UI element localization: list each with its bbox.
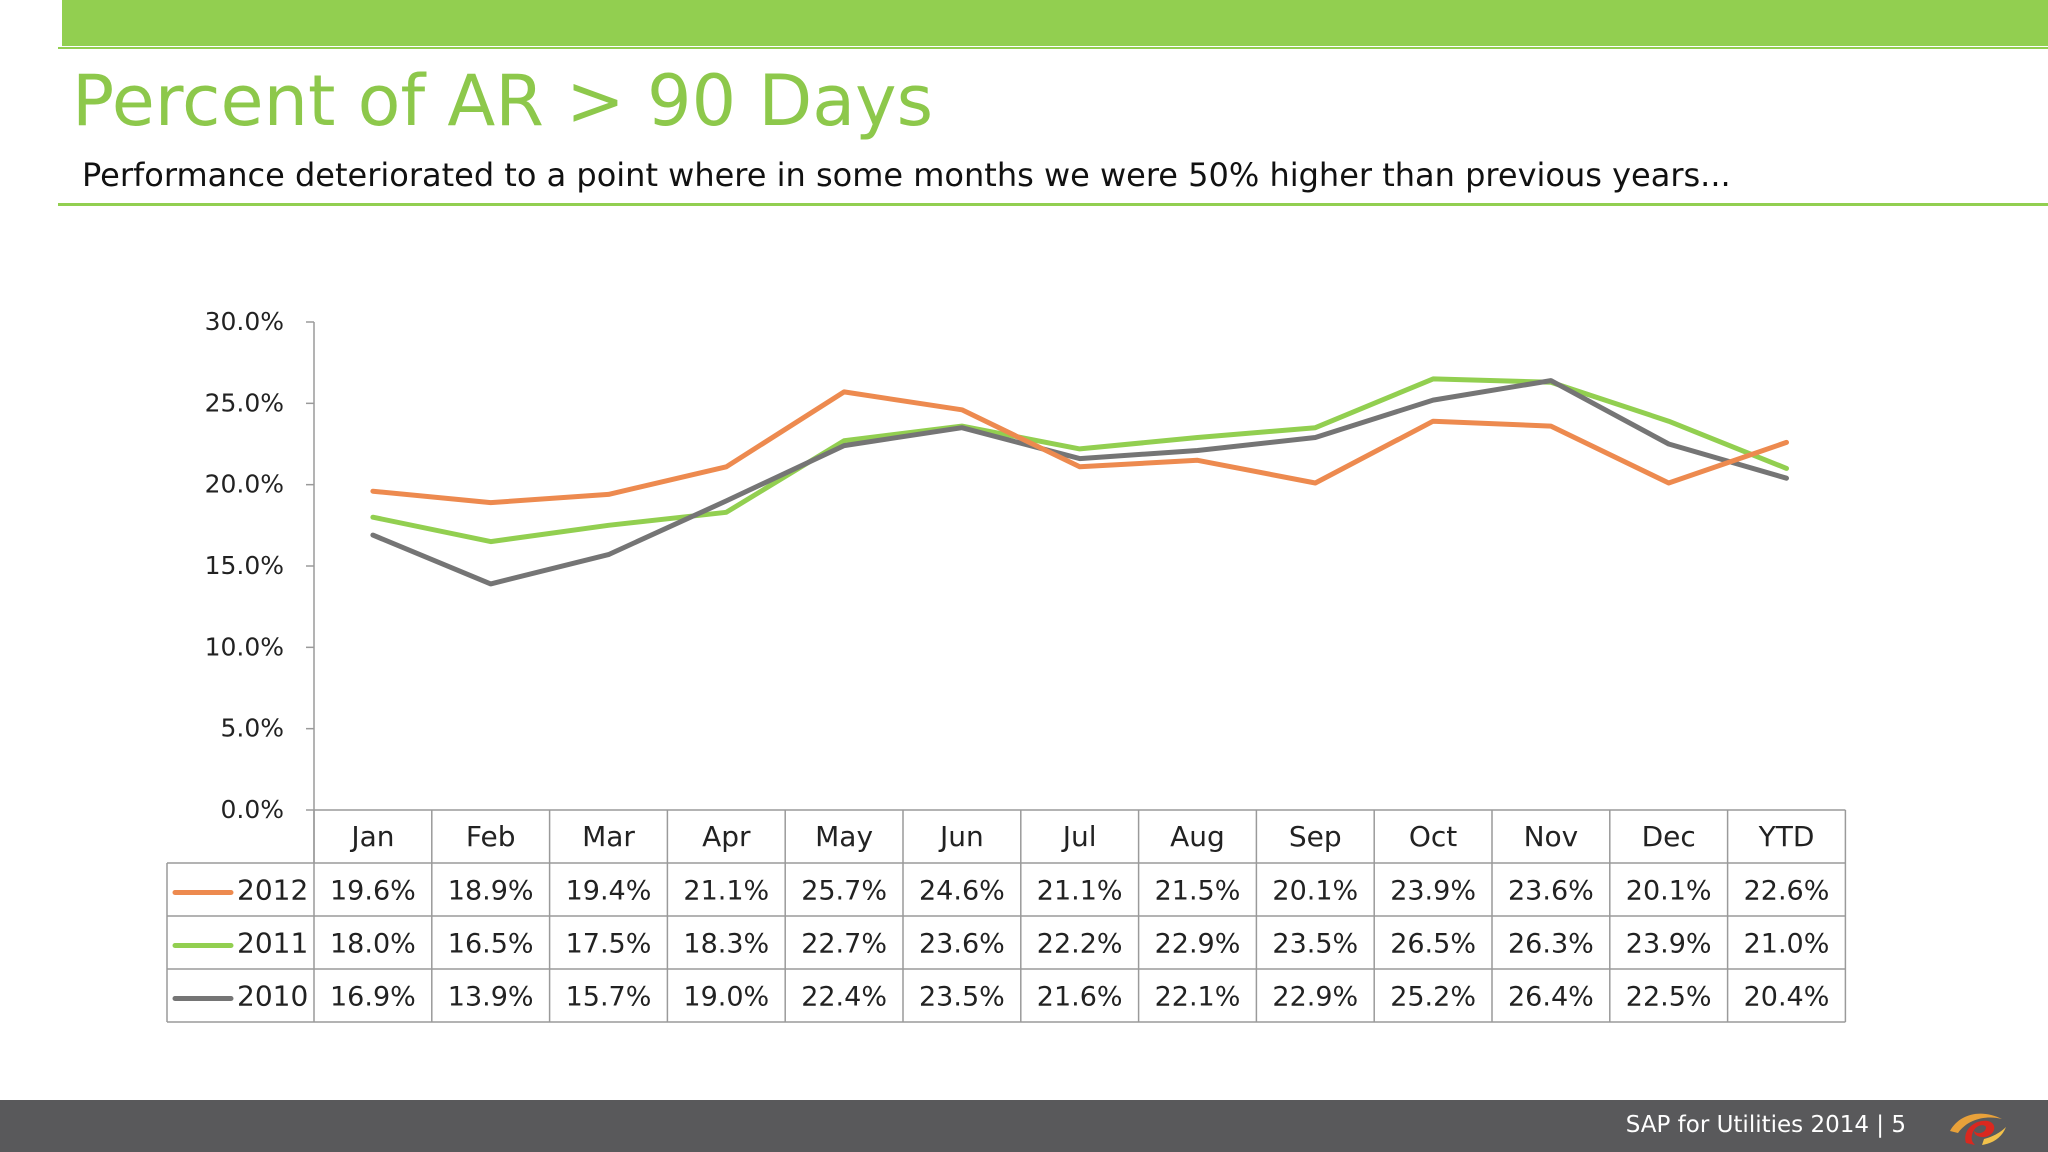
line-chart: 0.0% 5.0% 10.0% 15.0% 20.0% 25.0% 30.0% Jan Feb M… [166, 307, 1847, 1023]
x-tick-label: May [815, 820, 873, 853]
table-cell-2011: 18.3% [683, 929, 769, 960]
table-cell-2011: 21.0% [1744, 929, 1830, 960]
slide-title: Percent of AR > 90 Days [72, 60, 934, 142]
table-cell-2010: 25.2% [1390, 982, 1476, 1013]
table-cell-2010: 15.7% [566, 982, 652, 1013]
table-cell-2012: 23.9% [1390, 876, 1476, 907]
x-tick-label: Apr [702, 820, 751, 853]
table-cell-2010: 19.0% [683, 982, 769, 1013]
table-cell-2012: 19.6% [330, 876, 416, 907]
series-line-2012 [370, 389, 1789, 506]
table-cell-2011: 26.5% [1390, 929, 1476, 960]
table-cell-2010: 16.9% [330, 982, 416, 1013]
table-cell-2010: 13.9% [448, 982, 534, 1013]
table-cell-2012: 24.6% [919, 876, 1005, 907]
footer-text: SAP for Utilities 2014 | 5 [1625, 1112, 1906, 1138]
table-cell-2011: 22.2% [1037, 929, 1123, 960]
table-cell-2012: 21.1% [1037, 876, 1123, 907]
table-cell-2011: 23.9% [1626, 929, 1712, 960]
legend-label-2012: 2012 [237, 874, 308, 907]
table-cell-2011: 26.3% [1508, 929, 1594, 960]
table-cell-2011: 23.5% [1272, 929, 1358, 960]
x-tick-label: YTD [1758, 820, 1815, 853]
top-accent-bar [62, 0, 2048, 46]
x-tick-label: Nov [1524, 820, 1579, 853]
legend-label-2011: 2011 [237, 927, 308, 960]
table-cell-2012: 25.7% [801, 876, 887, 907]
y-tick-label: 20.0% [205, 470, 284, 499]
y-tick-label: 0.0% [220, 795, 284, 824]
utilities-swirl-logo-icon [1950, 1113, 2006, 1145]
x-tick-label: Dec [1642, 820, 1696, 853]
table-cell-2011: 17.5% [566, 929, 652, 960]
y-tick-label: 15.0% [205, 551, 284, 580]
subtitle-divider [58, 203, 2048, 206]
table-cell-2010: 22.5% [1626, 982, 1712, 1013]
slide-subtitle: Performance deteriorated to a point wher… [82, 156, 1731, 194]
table-cell-2012: 21.5% [1155, 876, 1241, 907]
table-cell-2010: 20.4% [1744, 982, 1830, 1013]
table-cell-2012: 23.6% [1508, 876, 1594, 907]
x-tick-label: Aug [1170, 820, 1225, 853]
table-cell-2010: 22.9% [1272, 982, 1358, 1013]
table-cell-2012: 18.9% [448, 876, 534, 907]
x-tick-label: Mar [582, 820, 635, 853]
series-line-2010 [370, 378, 1789, 587]
table-cell-2012: 20.1% [1626, 876, 1712, 907]
x-tick-label: Jun [938, 820, 984, 853]
x-tick-label: Sep [1289, 820, 1342, 853]
table-cell-2012: 21.1% [683, 876, 769, 907]
table-cell-2012: 22.6% [1744, 876, 1830, 907]
table-cell-2010: 23.5% [919, 982, 1005, 1013]
table-cell-2011: 16.5% [448, 929, 534, 960]
table-cell-2012: 19.4% [566, 876, 652, 907]
y-tick-label: 10.0% [205, 632, 284, 661]
table-cell-2010: 21.6% [1037, 982, 1123, 1013]
table-cell-2010: 22.4% [801, 982, 887, 1013]
table-cell-2010: 22.1% [1155, 982, 1241, 1013]
top-accent-rule [58, 47, 2048, 49]
y-tick-label: 30.0% [205, 307, 284, 336]
y-tick-label: 5.0% [220, 714, 284, 743]
table-cell-2012: 20.1% [1272, 876, 1358, 907]
x-tick-label: Jan [349, 820, 394, 853]
x-tick-label: Jul [1061, 820, 1097, 853]
table-cell-2011: 18.0% [330, 929, 416, 960]
x-tick-label: Feb [466, 820, 516, 853]
table-cell-2011: 22.9% [1155, 929, 1241, 960]
table-cell-2011: 22.7% [801, 929, 887, 960]
legend-label-2010: 2010 [237, 980, 308, 1013]
y-tick-label: 25.0% [205, 388, 284, 417]
table-cell-2010: 26.4% [1508, 982, 1594, 1013]
footer-bar [0, 1100, 2048, 1152]
table-cell-2011: 23.6% [919, 929, 1005, 960]
x-tick-label: Oct [1409, 820, 1457, 853]
